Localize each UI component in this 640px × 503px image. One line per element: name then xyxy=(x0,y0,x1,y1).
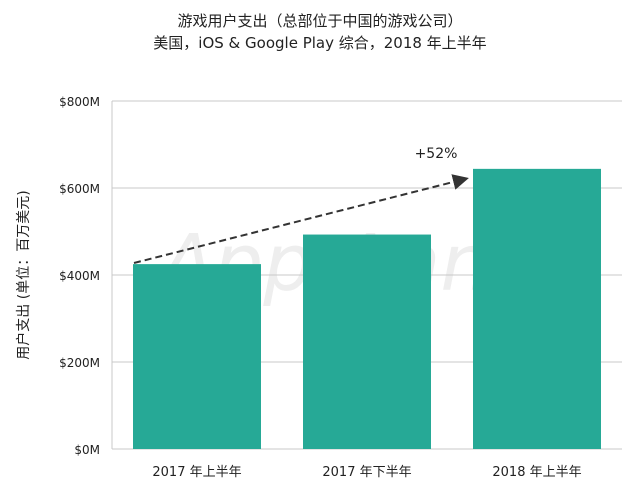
growth-annotation: +52% xyxy=(415,146,458,162)
y-tick-label: $0M xyxy=(74,443,100,457)
y-axis-label: 用户支出 (单位：百万美元) xyxy=(15,190,32,359)
bar xyxy=(473,168,601,450)
y-tick-label: $400M xyxy=(59,269,100,283)
chart-subtitle: 美国，iOS & Google Play 综合，2018 年上半年 xyxy=(153,34,487,52)
x-tick-label: 2017 年下半年 xyxy=(322,465,411,480)
chart-title: 游戏用户支出（总部位于中国的游戏公司） xyxy=(177,12,463,30)
x-tick-label: 2017 年上半年 xyxy=(152,465,241,480)
x-tick-label: 2018 年上半年 xyxy=(492,465,581,480)
y-tick-label: $200M xyxy=(59,356,100,370)
growth-arrow xyxy=(133,174,469,264)
bar xyxy=(303,234,431,449)
y-tick-label: $600M xyxy=(59,182,100,196)
bar xyxy=(133,264,261,449)
y-tick-label: $800M xyxy=(59,95,100,109)
